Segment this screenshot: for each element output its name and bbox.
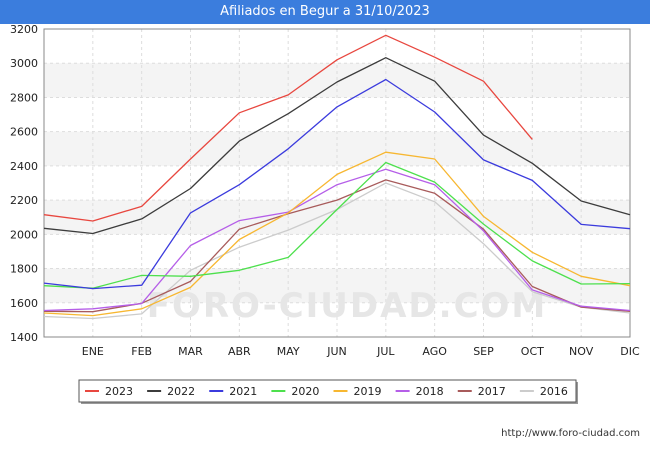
series-line-2019 (43, 151, 631, 317)
y-tick-label: 1600 (10, 297, 38, 310)
x-tick-label: ENE (82, 345, 104, 358)
x-tick-label: ABR (228, 345, 251, 358)
series-line-2023 (43, 34, 533, 222)
legend-label-2021: 2021 (229, 385, 257, 398)
x-tick-label: OCT (521, 345, 544, 358)
grid-band (44, 63, 630, 98)
legend-label-2016: 2016 (540, 385, 568, 398)
series-line-2021 (43, 78, 631, 290)
y-tick-label: 2000 (10, 228, 38, 241)
plot-border (43, 28, 631, 338)
x-tick-label: MAR (178, 345, 203, 358)
legend-label-2018: 2018 (416, 385, 444, 398)
series-line-2022 (43, 57, 631, 235)
x-tick-label: JUN (326, 345, 347, 358)
y-tick-label: 1800 (10, 263, 38, 276)
x-tick-label: FEB (131, 345, 152, 358)
legend-label-2022: 2022 (167, 385, 195, 398)
legend-label-2020: 2020 (291, 385, 319, 398)
y-tick-label: 2800 (10, 91, 38, 104)
y-tick-label: 2600 (10, 126, 38, 139)
y-tick-label: 2200 (10, 194, 38, 207)
y-tick-label: 3000 (10, 57, 38, 70)
legend: 2023 2022 2021 2020 2019 2018 2017 2016 (78, 379, 577, 403)
y-tick-label: 1400 (10, 331, 38, 344)
series-line-2020 (43, 161, 631, 289)
x-tick-label: AGO (422, 345, 447, 358)
watermark: FORO-CIUDAD.COM (147, 286, 548, 326)
x-tick-label: MAY (277, 345, 300, 358)
line-chart: 1400 1600 1800 2000 2200 2400 2600 2800 3000 3200… (10, 24, 640, 404)
legend-label-2019: 2019 (354, 385, 382, 398)
y-tick-label: 2400 (10, 160, 38, 173)
chart-title: Afiliados en Begur a 31/10/2023 (0, 0, 650, 24)
legend-label-2017: 2017 (478, 385, 506, 398)
x-tick-label: JUL (376, 345, 395, 358)
x-tick-label: SEP (473, 345, 494, 358)
x-tick-label: DIC (620, 345, 640, 358)
x-tick-label: NOV (569, 345, 594, 358)
source-url: http://www.foro-ciudad.com (501, 428, 640, 439)
y-tick-label: 3200 (10, 24, 38, 36)
series-line-2018 (43, 168, 631, 312)
legend-label-2023: 2023 (105, 385, 133, 398)
grid-band (44, 131, 630, 166)
legend-box (78, 379, 577, 403)
